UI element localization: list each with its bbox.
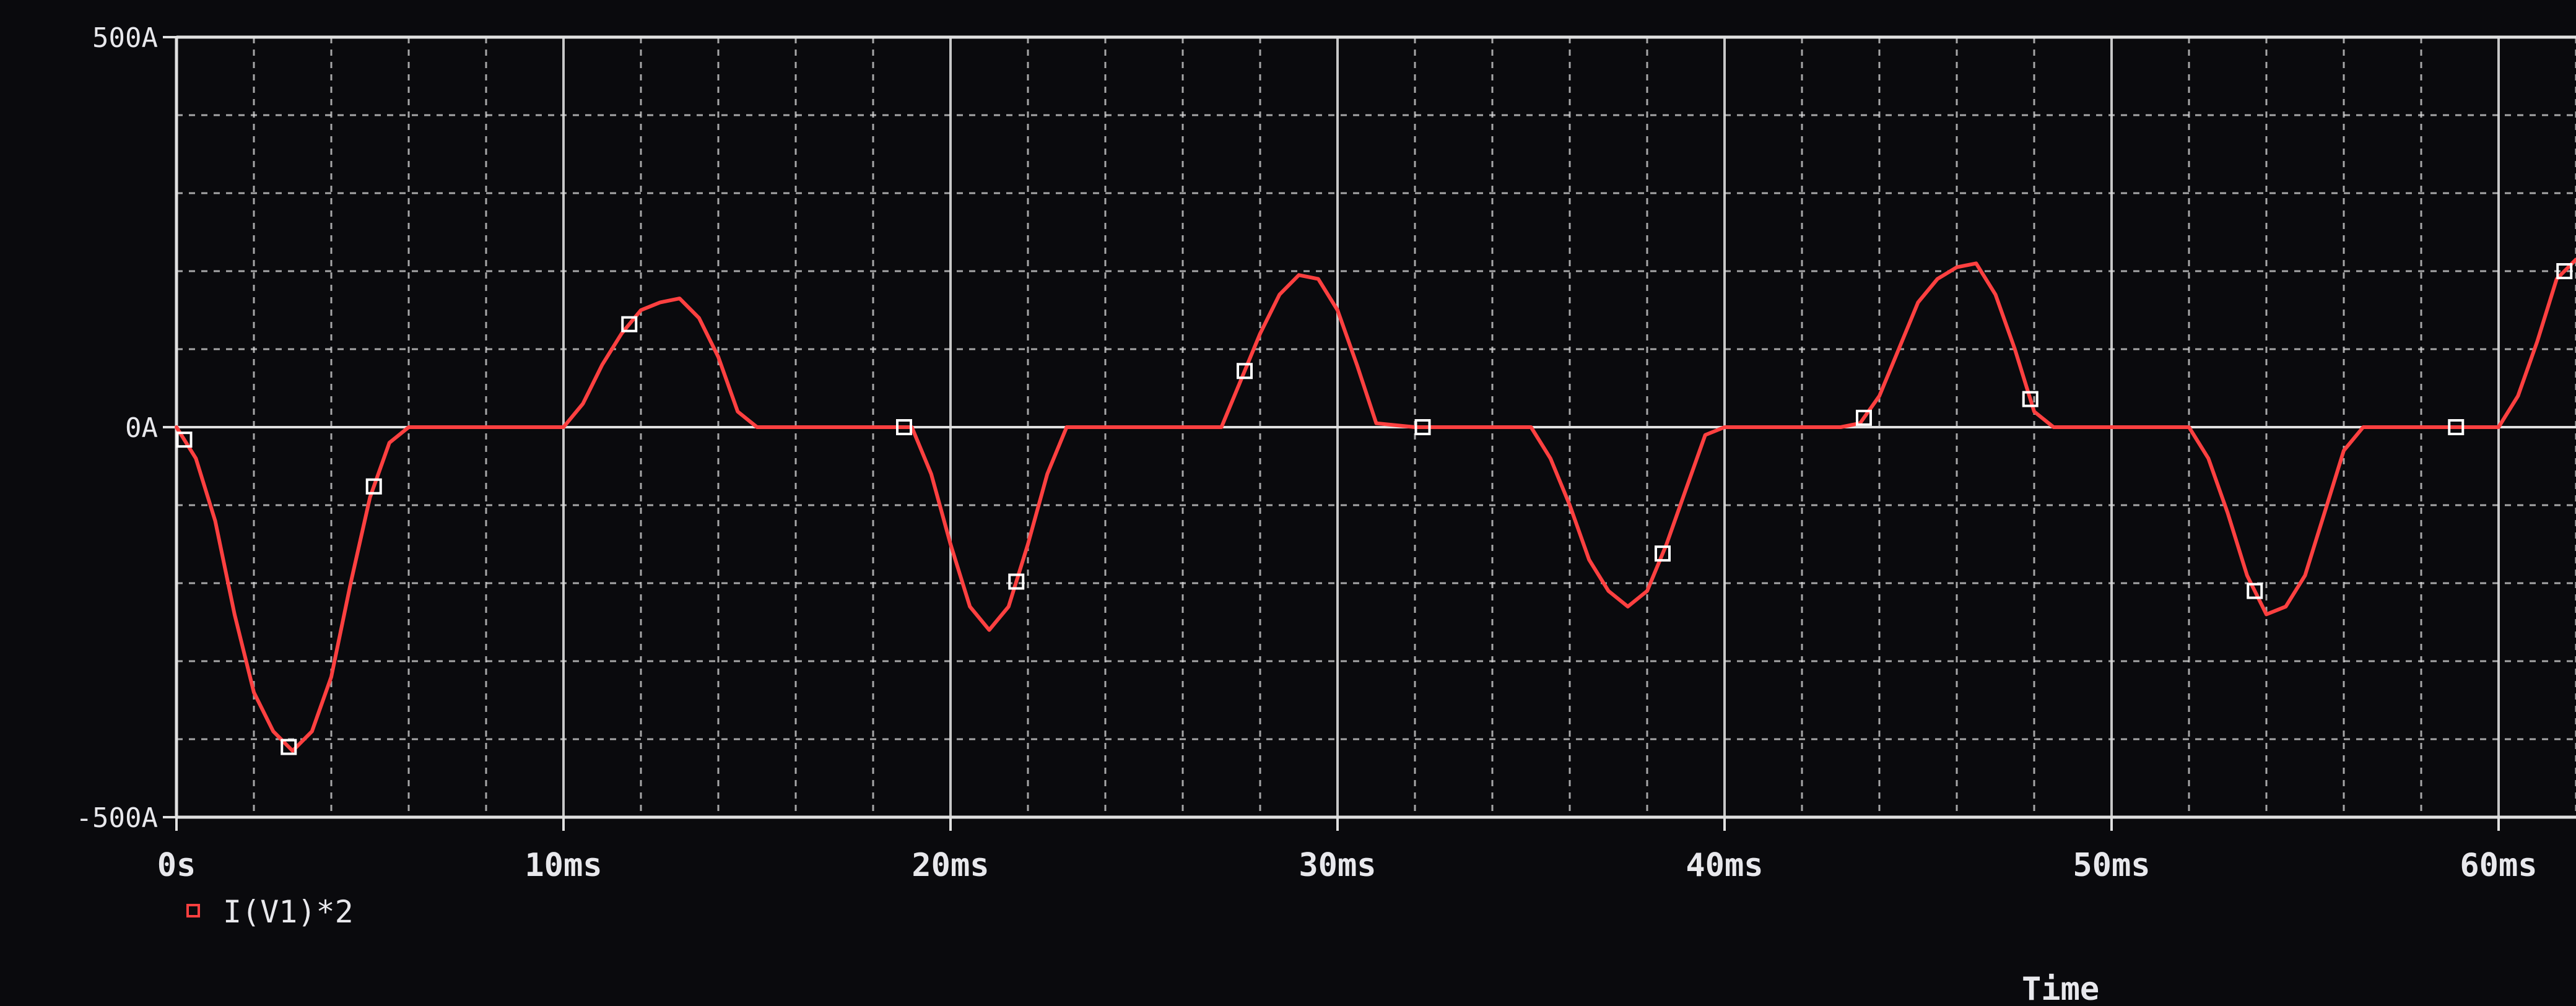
y-tick-label: 0A xyxy=(125,412,158,444)
series-marker xyxy=(1856,409,1872,426)
series-marker xyxy=(896,419,912,435)
series-marker xyxy=(176,431,193,448)
x-tick-label: 20ms xyxy=(912,847,989,884)
x-tick-label: 50ms xyxy=(2073,847,2150,884)
series-marker xyxy=(2556,263,2573,279)
x-tick-label: 60ms xyxy=(2460,847,2537,884)
series-marker xyxy=(365,478,382,495)
x-tick-label: 30ms xyxy=(1299,847,1376,884)
series-line xyxy=(175,258,2576,753)
series-marker xyxy=(1414,419,1431,435)
series-marker xyxy=(281,739,297,755)
legend-marker-icon xyxy=(186,904,200,917)
tick-labels: 500A 0A -500A 0s 10ms 20ms 30ms 40ms 50ms 60ms xyxy=(76,22,2538,884)
x-tick-label: 0s xyxy=(157,847,196,884)
legend[interactable]: I(V1)*2 xyxy=(186,894,354,930)
series-marker xyxy=(2448,419,2465,435)
series-marker xyxy=(1008,573,1025,590)
y-tick-label: 500A xyxy=(92,22,158,54)
x-axis-title: Time xyxy=(2022,971,2099,1006)
series-marker xyxy=(1237,363,1253,379)
series-marker xyxy=(2247,583,2263,599)
series-traces[interactable] xyxy=(175,258,2576,753)
series-marker xyxy=(621,316,638,332)
series-markers xyxy=(176,263,2573,755)
x-tick-label: 10ms xyxy=(524,847,602,884)
y-tick-label: -500A xyxy=(76,802,158,834)
x-tick-label: 40ms xyxy=(1686,847,1763,884)
legend-label: I(V1)*2 xyxy=(223,894,354,930)
series-marker xyxy=(2022,391,2039,407)
series-marker xyxy=(1655,545,1671,562)
